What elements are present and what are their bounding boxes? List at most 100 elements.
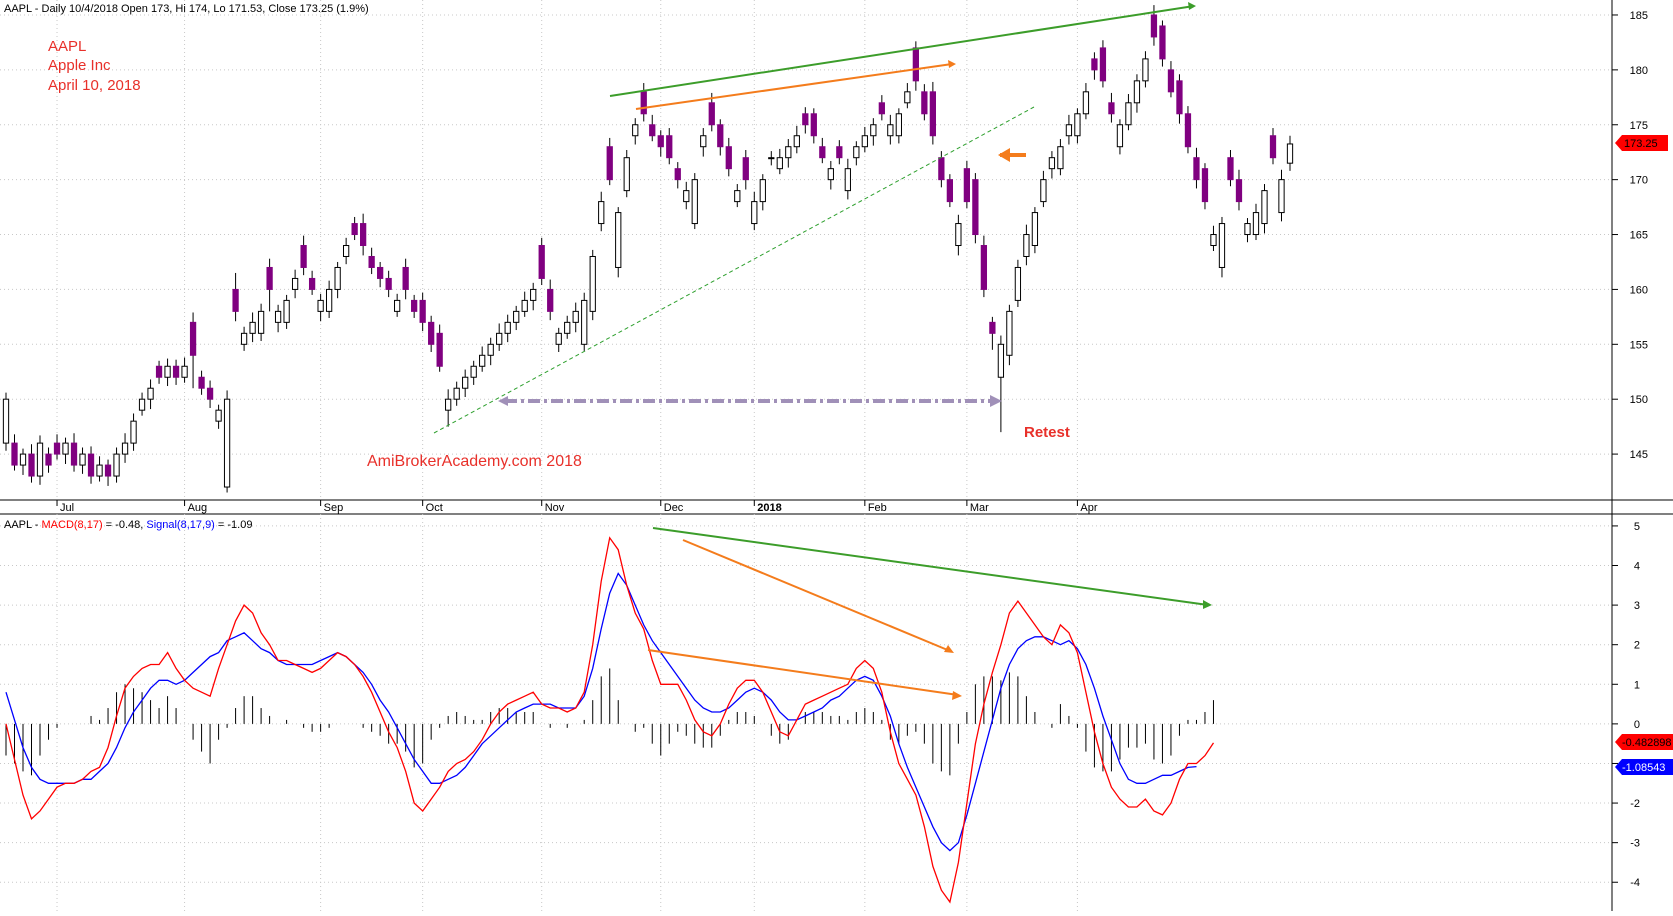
- candle-body: [1235, 179, 1243, 203]
- candle-body: [2, 398, 10, 444]
- candle-body: [725, 146, 732, 170]
- candle-body: [853, 146, 860, 159]
- x-tick-label-2018: 2018: [757, 502, 781, 514]
- candle-body: [487, 343, 494, 356]
- candle-body: [980, 245, 988, 290]
- macd-y-tick-label-1: 1: [1634, 679, 1640, 691]
- candle-body: [810, 113, 817, 137]
- candle-body: [632, 124, 639, 137]
- price-upper-green-trendline: [609, 5, 1195, 97]
- candle-body: [1048, 157, 1056, 170]
- macd-orange-upper-trendline: [682, 539, 951, 652]
- candle-body: [130, 420, 137, 444]
- candle-body: [496, 332, 503, 345]
- last-price-tag-shape: [1615, 135, 1668, 151]
- candle-body: [972, 179, 979, 236]
- candle-body: [1252, 212, 1260, 236]
- annotations: [433, 2, 1212, 700]
- candle-body: [1269, 135, 1277, 159]
- macd-green-arrowhead: [1203, 600, 1212, 609]
- candle-body: [342, 245, 350, 257]
- candle-body: [249, 321, 256, 334]
- svg-text:AAPL - MACD(8,17) = -0.48, Sig: AAPL - MACD(8,17) = -0.48, Signal(8,17,9…: [4, 519, 252, 531]
- price-y-tick-label-175: 175: [1630, 120, 1648, 132]
- candle-body: [589, 255, 596, 312]
- candle-body: [1210, 234, 1217, 247]
- price-panel-background: [0, 0, 1612, 500]
- candle-body: [904, 91, 911, 104]
- price-retest-arrowhead: [990, 395, 1002, 407]
- candle-body: [394, 299, 401, 312]
- candle-body: [657, 135, 664, 148]
- retest-label: Retest: [1024, 424, 1070, 441]
- candle-body: [104, 464, 112, 477]
- price-y-tick-label-150: 150: [1630, 394, 1648, 406]
- candle-body: [1031, 212, 1039, 247]
- candle-body: [1218, 223, 1226, 268]
- candle-body: [1125, 102, 1132, 126]
- candle-body: [19, 453, 27, 466]
- candle-body: [1065, 124, 1073, 137]
- candle-body: [793, 135, 800, 148]
- price-dashed-support-line: [433, 106, 1035, 434]
- candle-body: [878, 102, 885, 115]
- candle-body: [1108, 102, 1115, 115]
- candle-body: [606, 146, 613, 181]
- macd-y-tick-label-5: 5: [1634, 521, 1640, 533]
- candle-body: [819, 146, 826, 159]
- x-tick-label-sep: Sep: [324, 502, 344, 514]
- candle-body: [1227, 157, 1234, 181]
- candle-body: [138, 398, 146, 411]
- candle-body: [700, 135, 707, 148]
- macd-y-tick-label-3: 3: [1634, 600, 1640, 612]
- candle-body: [946, 179, 954, 203]
- candle-body: [776, 157, 783, 170]
- candle-body: [402, 266, 409, 290]
- candle-body: [1057, 146, 1064, 170]
- candle-body: [521, 299, 528, 312]
- candle-body: [870, 124, 877, 137]
- candle-body: [547, 288, 554, 312]
- candle-body: [615, 212, 622, 268]
- x-tick-label-oct: Oct: [426, 502, 443, 514]
- macd-panel-background: [0, 515, 1612, 910]
- candle-body: [564, 321, 571, 334]
- annotation-date: April 10, 2018: [48, 77, 141, 94]
- price-header: AAPL - Daily 10/4/2018 Open 173, Hi 174,…: [4, 3, 369, 15]
- candle-body: [717, 124, 724, 148]
- candle-body: [1286, 143, 1294, 164]
- candle-body: [1099, 47, 1107, 82]
- price-green-arrowhead: [1188, 2, 1196, 10]
- candle-body: [45, 453, 52, 466]
- candle-body: [1082, 91, 1090, 115]
- candle-body: [445, 398, 452, 411]
- candle-body: [113, 453, 120, 477]
- candle-body: [530, 288, 537, 301]
- candle-body: [1184, 113, 1192, 148]
- price-y-tick-label-155: 155: [1630, 339, 1648, 351]
- candle-body: [827, 168, 834, 181]
- price-orange-trendline: [635, 63, 953, 110]
- candle-body: [28, 453, 35, 477]
- candle-body: [1023, 234, 1030, 257]
- candle-body: [470, 365, 477, 378]
- signal-line: [5, 572, 1197, 852]
- candle-body: [921, 91, 928, 115]
- macd-header-macd-value: = -0.48,: [103, 519, 147, 531]
- candle-body: [997, 343, 1005, 378]
- candle-body: [155, 365, 163, 378]
- candle-body: [1116, 124, 1124, 148]
- x-tick-label-feb: Feb: [868, 502, 887, 514]
- candle-body: [555, 332, 562, 345]
- candle-body: [147, 387, 154, 400]
- price-retest-arrow-tail: [498, 396, 508, 406]
- candle-body: [1133, 80, 1141, 104]
- candle-body: [385, 277, 392, 290]
- candle-body: [513, 310, 520, 323]
- candle-body: [300, 245, 307, 268]
- macd-y-tick-label-4: 4: [1634, 561, 1640, 573]
- macd-layer: [5, 536, 1215, 904]
- macd-line: [5, 536, 1215, 904]
- candle-body: [223, 398, 231, 488]
